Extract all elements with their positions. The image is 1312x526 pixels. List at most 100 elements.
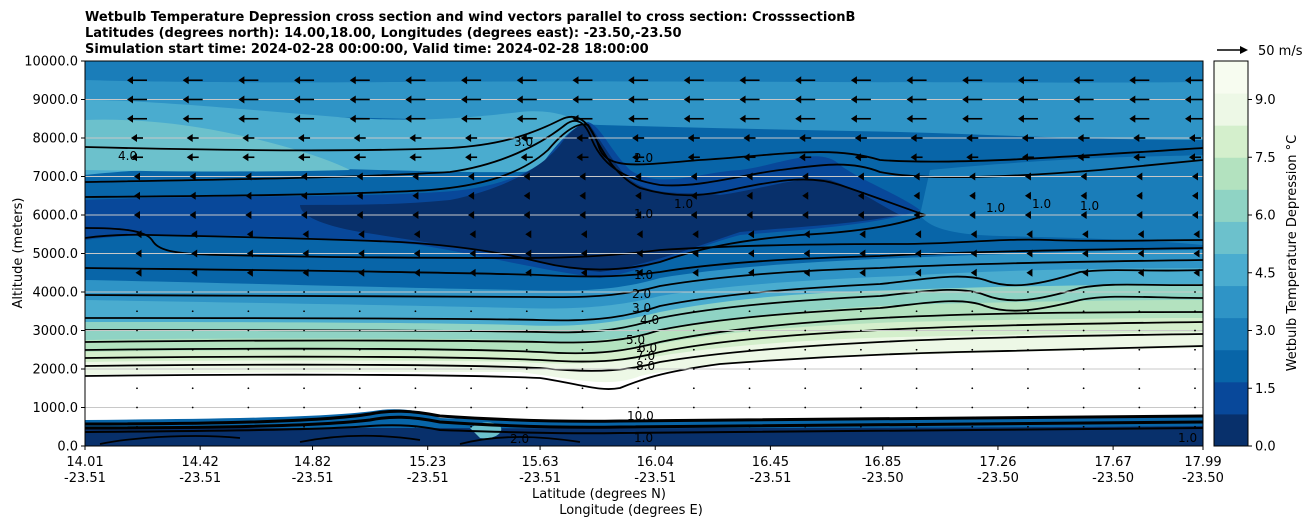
wind-vector-dot: [804, 406, 807, 409]
quiver-key-arrowhead: [1240, 46, 1248, 54]
wind-vector-dot: [470, 387, 473, 390]
y-tick-label: 1000.0: [33, 401, 79, 416]
wind-vector-dot: [303, 406, 305, 409]
wind-vector-head: [906, 76, 913, 85]
contour-label-1: 1.0: [634, 268, 653, 282]
colorbar-tick-label: 6.0: [1255, 209, 1276, 224]
colorbar-ticks: 0.0 1.5 3.0 4.5 6.0 7.5 9.0: [1248, 93, 1276, 455]
plot-area: 1.0 2.0 3.0 4.0 5.0 6.0 7.0 8.0 10.0 1.0…: [85, 61, 1203, 446]
wind-vector-head: [191, 230, 198, 239]
wind-vector-head: [576, 134, 583, 142]
wind-vector-dot: [414, 291, 417, 293]
contour-label-12: 3.0: [514, 135, 533, 149]
wind-vector-dot: [692, 329, 695, 332]
wind-vector-dot: [525, 291, 528, 293]
y-axis-label: Altitude (meters): [11, 198, 26, 309]
wind-vector-dot: [414, 329, 417, 332]
contour-label-18: 2.0: [510, 432, 529, 446]
wind-vector-head: [516, 76, 523, 85]
wind-vector-head: [1137, 230, 1144, 239]
wind-vector-head: [353, 134, 360, 142]
wind-vector-dot: [525, 368, 528, 370]
colorbar-band: [1214, 125, 1248, 158]
wind-vector-dot: [1138, 387, 1141, 390]
wind-vector-dot: [1027, 329, 1029, 332]
contour-label-10: 1.0: [634, 207, 653, 221]
wind-vector-head: [580, 230, 587, 239]
wind-vector-dot: [191, 368, 194, 370]
wind-vector-head: [182, 76, 189, 85]
wind-vector-head: [298, 134, 305, 142]
wind-vector-head: [301, 172, 308, 181]
wind-vector-head: [1136, 172, 1143, 181]
contour-label-5: 5.0: [626, 333, 645, 347]
wind-vector-dot: [971, 291, 974, 293]
wind-vector-dot: [525, 348, 528, 351]
wind-vector-head: [245, 172, 252, 181]
wind-vector-head: [803, 268, 810, 277]
contour-label-20: 1.0: [1178, 431, 1197, 445]
wind-vector-head: [356, 211, 363, 219]
wind-vector-head: [245, 191, 252, 200]
wind-vector-head: [795, 95, 802, 104]
wind-vector-head: [405, 95, 412, 104]
wind-vector-head: [580, 249, 587, 258]
colorbar-tick-label: 3.0: [1255, 324, 1276, 339]
wind-vector-dot: [1027, 291, 1029, 293]
wind-vector-head: [962, 114, 969, 123]
wind-vector-dot: [303, 348, 305, 351]
wind-vector-head: [468, 172, 475, 181]
x-tick-label-lon: -23.50: [862, 471, 904, 486]
wind-vector-dot: [859, 329, 862, 332]
wind-vector-head: [913, 211, 920, 219]
chart-title-line-3: Simulation start time: 2024-02-28 00:00:…: [85, 42, 649, 57]
wind-vector-dot: [748, 348, 751, 351]
wind-vector-head: [970, 268, 977, 277]
wind-vector-head: [915, 230, 922, 239]
wind-vector-head: [628, 95, 635, 104]
wind-vector-head: [850, 76, 857, 85]
wind-vector-dot: [1082, 406, 1085, 409]
x-tick-label-lon: -23.51: [179, 471, 221, 486]
wind-vector-head: [1189, 153, 1195, 162]
wind-vector-head: [182, 95, 189, 104]
wind-vector-dot: [525, 425, 528, 428]
contour-label-4: 4.0: [640, 313, 659, 327]
wind-vector-head: [1137, 268, 1144, 277]
wind-vector-dot: [748, 291, 751, 293]
wind-vector-dot: [191, 406, 194, 409]
wind-vector-head: [857, 172, 864, 181]
wind-vector-head: [915, 268, 922, 277]
wind-vector-dot: [470, 406, 473, 409]
contour-line: [85, 333, 1203, 372]
wind-vector-dot: [915, 387, 918, 390]
wind-vector-head: [1133, 153, 1140, 162]
wind-vector-dot: [191, 329, 194, 332]
wind-vector-head: [580, 268, 587, 277]
wind-vector-dot: [414, 368, 417, 370]
wind-vector-head: [127, 114, 133, 123]
wind-vector-head: [302, 249, 309, 258]
x-tick-label-lon: -23.51: [519, 471, 561, 486]
wind-vector-dot: [1082, 368, 1085, 370]
wind-vector-head: [857, 211, 864, 219]
wind-vector-head: [803, 249, 810, 258]
wind-vector-dot: [915, 406, 918, 409]
wind-vector-head: [739, 114, 746, 123]
wind-vector-head: [246, 249, 253, 258]
wind-vector-head: [915, 249, 922, 258]
wind-vector-dot: [971, 329, 974, 332]
wind-vector-head: [242, 153, 249, 162]
wind-vector-dot: [637, 425, 640, 428]
wind-vector-head: [238, 95, 245, 104]
wind-vector-head: [1024, 172, 1031, 181]
fill-band-upper-5: [85, 119, 350, 172]
contour-line: [85, 123, 928, 271]
y-tick-label: 7000.0: [33, 170, 79, 185]
wind-vector-head: [970, 249, 977, 258]
wind-vector-dot: [859, 368, 862, 370]
wind-vector-dot: [692, 310, 695, 313]
wind-vector-dot: [136, 329, 138, 332]
wind-vector-dot: [971, 387, 974, 390]
wind-vector-head: [969, 191, 976, 200]
